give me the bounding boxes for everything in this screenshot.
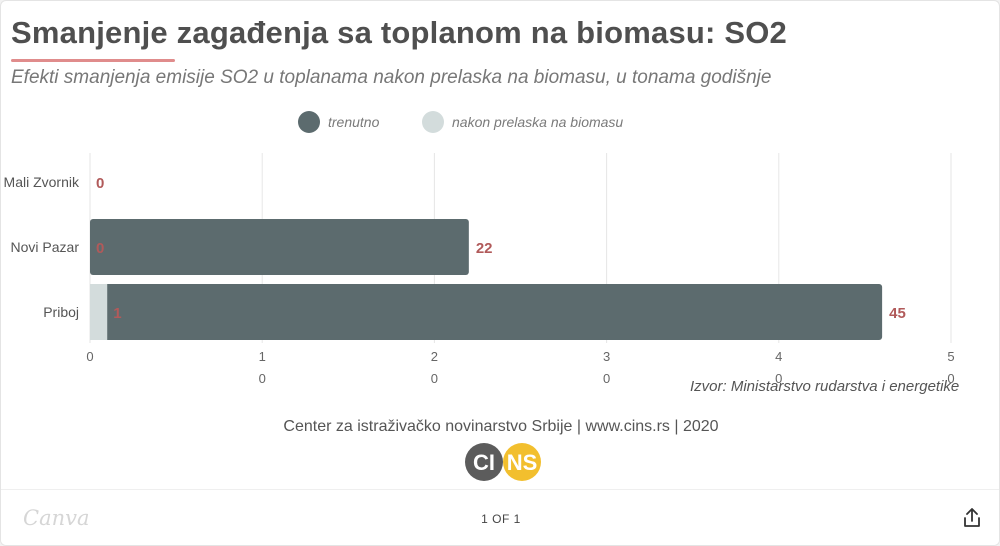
legend-swatch-current <box>298 111 320 133</box>
category-label: Priboj <box>43 304 79 320</box>
bar-chart: 0 1 0 2 0 3 0 4 0 5 0 Mali Zvornik Novi Pazar Priboj 0… <box>4 153 955 386</box>
logo-text-left: CI <box>473 450 495 475</box>
share-icon[interactable] <box>960 506 984 530</box>
x-tick-label: 0 <box>86 349 93 364</box>
x-tick-label: 4 <box>775 349 782 364</box>
cins-logo: CI NS <box>465 443 541 481</box>
canva-logo[interactable]: Canva <box>23 506 90 530</box>
x-tick-label: 3 <box>603 349 610 364</box>
chart-subtitle: Efekti smanjenja emisije SO2 u toplanama… <box>11 67 772 88</box>
bar-current <box>90 284 883 340</box>
legend-item-current: trenutno <box>298 111 379 133</box>
x-tick-label-secondary: 0 <box>603 371 610 386</box>
x-tick-label: 5 <box>947 349 954 364</box>
data-label-current: 22 <box>476 240 493 257</box>
x-tick-label: 1 <box>259 349 266 364</box>
legend-swatch-biomass <box>422 111 444 133</box>
data-label-current: 0 <box>96 175 104 192</box>
bar-biomass <box>90 284 108 340</box>
data-label-current: 45 <box>889 305 906 322</box>
data-label-biomass: 0 <box>96 240 104 257</box>
logo-text-right: NS <box>507 450 538 475</box>
viewer-toolbar: Canva 1 OF 1 <box>1 489 999 545</box>
source-note: Izvor: Ministarstvo rudarstva i energeti… <box>690 378 960 395</box>
category-label: Novi Pazar <box>11 239 80 255</box>
x-tick-label-secondary: 0 <box>775 371 782 386</box>
logo-circle-left <box>465 443 503 481</box>
bar-current <box>90 219 469 275</box>
x-tick-label-secondary: 0 <box>947 371 954 386</box>
x-tick-label-secondary: 0 <box>259 371 266 386</box>
legend-label-biomass: nakon prelaska na biomasu <box>452 114 624 130</box>
logo-circle-right <box>503 443 541 481</box>
legend-label-current: trenutno <box>328 114 380 130</box>
x-tick-label-secondary: 0 <box>431 371 438 386</box>
credit-line: Center za istraživačko novinarstvo Srbij… <box>283 418 719 435</box>
data-label-biomass: 1 <box>113 305 121 322</box>
legend-item-biomass: nakon prelaska na biomasu <box>422 111 623 133</box>
category-label: Mali Zvornik <box>4 174 80 190</box>
x-tick-label: 2 <box>431 349 438 364</box>
chart-title: Smanjenje zagađenja sa toplanom na bioma… <box>11 15 787 50</box>
page-indicator: 1 OF 1 <box>481 512 521 526</box>
title-underline <box>11 59 175 62</box>
